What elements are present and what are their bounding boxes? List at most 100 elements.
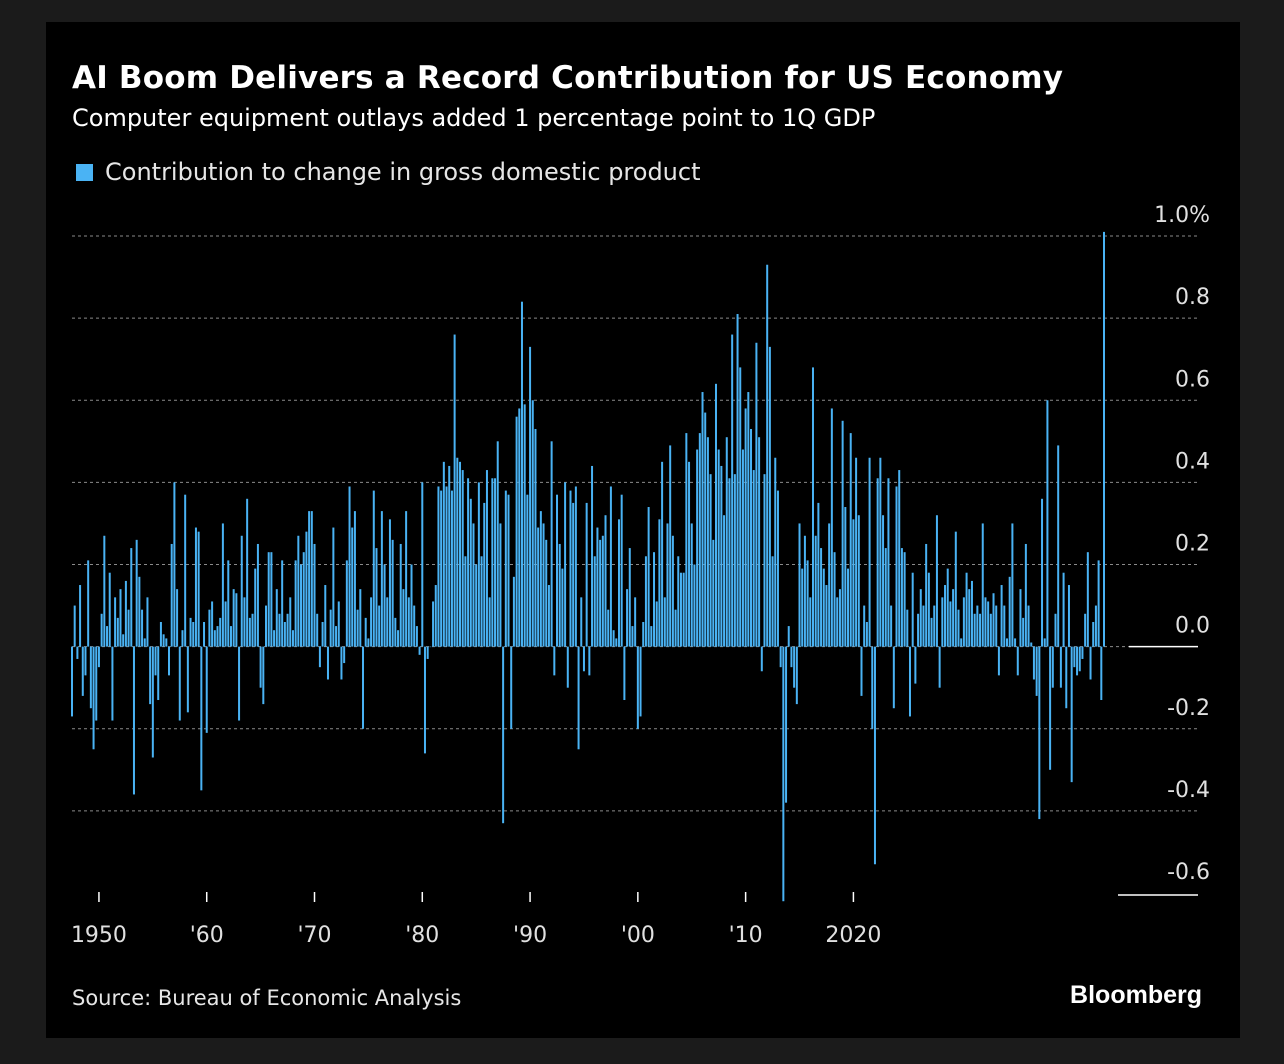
- bar: [87, 560, 90, 647]
- bar: [515, 416, 518, 647]
- bar: [580, 597, 583, 647]
- bar: [820, 548, 823, 647]
- bar: [631, 626, 634, 647]
- bar: [1027, 605, 1030, 647]
- bar: [221, 523, 224, 647]
- bar: [534, 428, 537, 647]
- bar: [609, 486, 612, 647]
- bar: [480, 556, 483, 647]
- bar: [219, 617, 222, 647]
- bar: [755, 342, 758, 647]
- bar: [601, 535, 604, 647]
- bar: [388, 519, 391, 647]
- bar: [300, 564, 303, 647]
- bar: [793, 646, 796, 688]
- bar: [122, 634, 125, 647]
- bar: [779, 646, 782, 668]
- bar: [884, 548, 887, 647]
- y-tick-label: 1.0%: [1154, 203, 1210, 228]
- bar: [448, 465, 451, 647]
- bar: [644, 556, 647, 647]
- bar: [925, 543, 928, 647]
- bar: [1103, 231, 1105, 647]
- bar: [1062, 572, 1065, 647]
- bar: [518, 408, 521, 647]
- bar: [712, 539, 715, 647]
- bar: [345, 560, 348, 647]
- y-tick-label: 0.8: [1175, 285, 1210, 310]
- bar: [838, 589, 841, 647]
- bar: [941, 597, 944, 647]
- bar: [450, 490, 453, 647]
- bar: [178, 646, 181, 721]
- bar: [542, 523, 545, 647]
- bar: [1059, 646, 1062, 688]
- bar: [1049, 646, 1052, 770]
- bar: [192, 621, 195, 647]
- bar: [227, 560, 230, 647]
- bar: [415, 626, 418, 647]
- bar: [766, 264, 769, 647]
- y-tick-label: 0.0: [1175, 614, 1210, 639]
- bar: [399, 543, 402, 647]
- bar: [97, 646, 100, 668]
- bar: [316, 613, 319, 647]
- bar: [752, 470, 755, 647]
- bar: [127, 609, 130, 647]
- bar: [760, 646, 763, 672]
- bar: [423, 646, 426, 754]
- bar: [636, 646, 639, 729]
- bar: [362, 646, 365, 729]
- bar: [709, 474, 712, 647]
- bar: [168, 646, 170, 676]
- bar: [539, 511, 542, 647]
- bar: [706, 437, 709, 647]
- bar: [81, 646, 84, 696]
- bar: [143, 638, 146, 647]
- bar: [647, 507, 650, 647]
- bar: [289, 597, 292, 647]
- bar: [949, 601, 952, 647]
- bar: [391, 539, 394, 647]
- bar: [1073, 646, 1076, 668]
- bar: [607, 609, 610, 647]
- bar: [248, 617, 251, 647]
- bar: [504, 490, 507, 647]
- bar: [653, 552, 656, 647]
- bar: [273, 630, 276, 647]
- bar: [626, 589, 629, 647]
- y-axis-labels: 1.0% 0.8 0.6 0.4 0.2 0.0 -0.2 -0.4 -0.6: [1154, 203, 1210, 885]
- bar: [402, 589, 405, 647]
- bar: [547, 585, 550, 647]
- bar: [410, 564, 413, 647]
- bar: [488, 597, 491, 647]
- bar: [397, 630, 400, 647]
- bar: [523, 404, 526, 647]
- bar: [537, 527, 540, 647]
- bar: [855, 457, 858, 647]
- bar: [857, 515, 860, 647]
- bar: [1081, 646, 1084, 659]
- bar: [957, 609, 960, 647]
- bar: [992, 593, 995, 647]
- bar: [216, 626, 219, 647]
- bar: [294, 560, 297, 647]
- bar: [485, 470, 488, 647]
- bar: [405, 511, 408, 647]
- bar: [1022, 617, 1025, 647]
- bar: [275, 589, 278, 647]
- bar: [499, 523, 502, 647]
- bar: [305, 531, 308, 647]
- bar: [658, 519, 661, 647]
- bar: [844, 507, 847, 647]
- x-axis-labels: 1950 '60 '70 '80 '90 '00 '10 2020: [71, 892, 881, 948]
- bar: [119, 589, 122, 647]
- bar: [197, 531, 200, 647]
- bar: [790, 646, 793, 668]
- bar: [617, 519, 620, 647]
- bar: [103, 535, 106, 647]
- bar: [795, 646, 798, 705]
- bar: [669, 445, 672, 647]
- bar: [512, 576, 515, 647]
- bar: [1051, 646, 1054, 688]
